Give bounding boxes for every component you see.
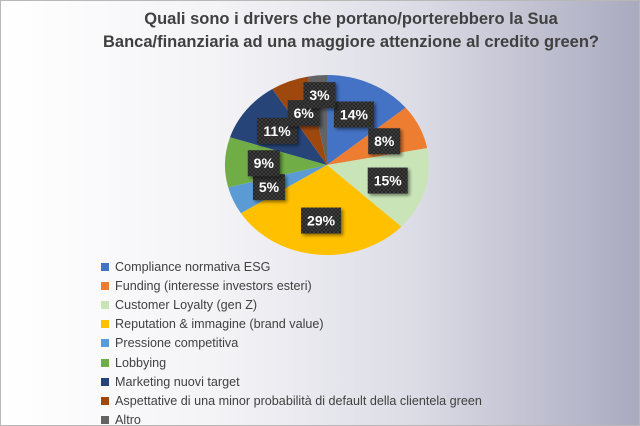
data-label: 5%: [252, 174, 285, 201]
data-label: 15%: [367, 167, 408, 194]
data-label-text: 3%: [309, 87, 330, 103]
legend-label: Customer Loyalty (gen Z): [115, 297, 258, 312]
data-label-text: 29%: [307, 213, 336, 229]
chart-title: Quali sono i drivers che portano/portere…: [91, 8, 611, 54]
legend-label: Reputation & immagine (brand value): [115, 317, 324, 332]
legend-swatch: [101, 320, 109, 329]
legend-swatch: [101, 377, 109, 386]
data-label-text: 15%: [374, 173, 403, 189]
legend-swatch: [101, 262, 109, 271]
legend-label: Pressione competitiva: [115, 336, 239, 351]
legend-item: Pressione competitiva: [101, 334, 482, 353]
data-label-text: 5%: [259, 179, 280, 195]
legend-swatch: [101, 358, 109, 367]
legend-item: Marketing nuovi target: [101, 372, 482, 391]
data-label-box: [367, 167, 408, 194]
legend-label: Compliance normativa ESG: [115, 259, 271, 274]
chart-title-line-2: Banca/finanziaria ad una maggiore attenz…: [102, 33, 600, 51]
data-label-box: [333, 101, 374, 128]
legend-label: Altro: [115, 413, 141, 426]
data-label-text: 8%: [374, 133, 395, 149]
legend-item: Altro: [101, 411, 482, 426]
data-label-text: 9%: [254, 155, 275, 171]
pie-data-labels: 14% 8% 15% 29% 5% 9% 11%6% 3%: [247, 82, 408, 234]
legend-item: Aspettative di una minor probabilità di …: [101, 391, 482, 410]
data-label-text: 6%: [294, 105, 315, 121]
data-label: 3%: [303, 82, 336, 109]
chart-legend: Compliance normativa ESG Funding (interes…: [101, 257, 482, 426]
data-label: 8%: [368, 128, 401, 155]
legend-label: Funding (interesse investors esteri): [115, 278, 312, 293]
data-label: 9%: [247, 150, 280, 177]
legend-swatch: [101, 339, 109, 348]
data-label: 29%: [301, 207, 342, 234]
legend-swatch: [101, 396, 109, 405]
legend-item: Lobbying: [101, 353, 482, 372]
data-label-text: 14%: [340, 107, 369, 123]
legend-item: Compliance normativa ESG: [101, 257, 482, 276]
legend-item: Funding (interesse investors esteri): [101, 276, 482, 295]
legend-item: Customer Loyalty (gen Z): [101, 295, 482, 314]
legend-swatch: [101, 281, 109, 290]
chart-title-line-1: Quali sono i drivers che portano/portere…: [144, 10, 558, 28]
legend-label: Lobbying: [115, 355, 167, 370]
data-label-box: [252, 174, 285, 201]
data-label: 14%: [333, 101, 374, 128]
data-label-box: [368, 128, 401, 155]
legend-label: Aspettative di una minor probabilità di …: [115, 393, 482, 408]
data-label-box: [303, 82, 336, 109]
legend-swatch: [101, 300, 109, 309]
data-label-text: 11%: [263, 123, 291, 139]
legend-label: Marketing nuovi target: [115, 374, 240, 389]
data-label-box: [301, 207, 342, 234]
legend-item: Reputation & immagine (brand value): [101, 315, 482, 334]
data-label-box: [247, 150, 280, 177]
legend-swatch: [101, 416, 109, 425]
